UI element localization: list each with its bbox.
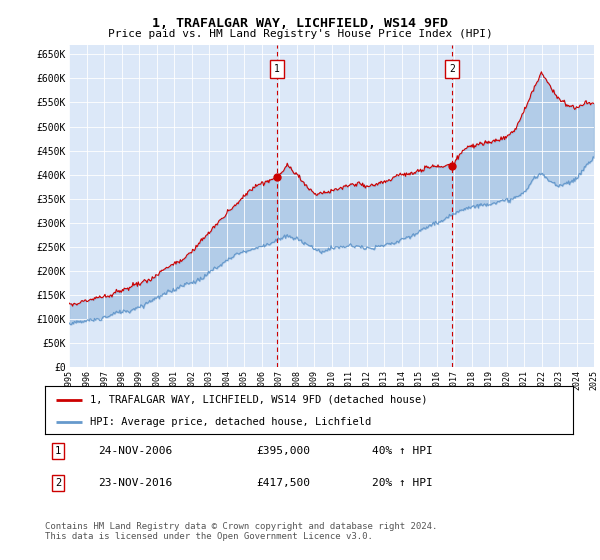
Text: 24-NOV-2006: 24-NOV-2006 bbox=[98, 446, 172, 456]
Text: 40% ↑ HPI: 40% ↑ HPI bbox=[373, 446, 433, 456]
Text: 2: 2 bbox=[55, 478, 61, 488]
Text: Price paid vs. HM Land Registry's House Price Index (HPI): Price paid vs. HM Land Registry's House … bbox=[107, 29, 493, 39]
Text: 1: 1 bbox=[55, 446, 61, 456]
Text: HPI: Average price, detached house, Lichfield: HPI: Average price, detached house, Lich… bbox=[90, 417, 371, 427]
Text: £417,500: £417,500 bbox=[256, 478, 310, 488]
Text: 20% ↑ HPI: 20% ↑ HPI bbox=[373, 478, 433, 488]
Text: £395,000: £395,000 bbox=[256, 446, 310, 456]
Text: 1, TRAFALGAR WAY, LICHFIELD, WS14 9FD: 1, TRAFALGAR WAY, LICHFIELD, WS14 9FD bbox=[152, 17, 448, 30]
Text: 1: 1 bbox=[274, 64, 280, 74]
Text: 1, TRAFALGAR WAY, LICHFIELD, WS14 9FD (detached house): 1, TRAFALGAR WAY, LICHFIELD, WS14 9FD (d… bbox=[90, 395, 427, 405]
Text: Contains HM Land Registry data © Crown copyright and database right 2024.
This d: Contains HM Land Registry data © Crown c… bbox=[45, 522, 437, 542]
Text: 2: 2 bbox=[449, 64, 455, 74]
Text: 23-NOV-2016: 23-NOV-2016 bbox=[98, 478, 172, 488]
